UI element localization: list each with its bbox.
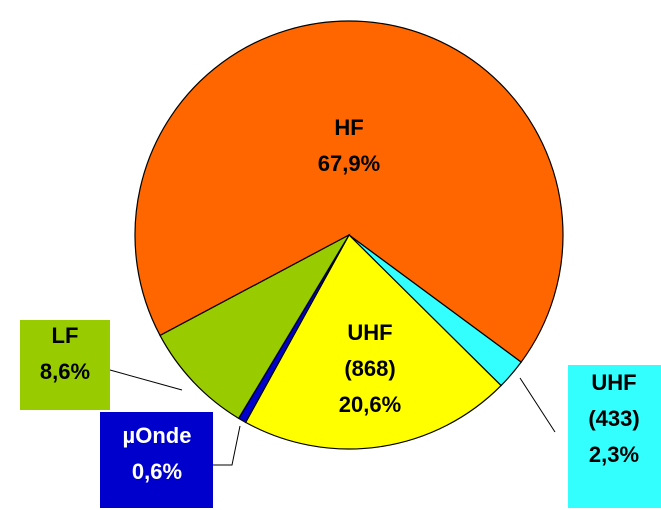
slice-label: UHF (433) [588, 370, 639, 431]
slice [134, 20, 564, 363]
label-line: (433) [588, 406, 639, 431]
slice-label: LF [52, 323, 79, 348]
label-line: HF [334, 115, 363, 140]
slice-label: µOnde [123, 423, 192, 448]
value-label: 67,9% [318, 151, 380, 176]
value-label: 8,6% [40, 359, 90, 384]
value-label: 0,6% [132, 459, 182, 484]
leader-line [213, 425, 241, 466]
label-line: LF [52, 323, 79, 348]
label-line: µOnde [123, 423, 192, 448]
slice-label: HF [334, 115, 363, 140]
label-box [568, 365, 661, 508]
leader-line [109, 369, 183, 391]
label-box [20, 320, 110, 410]
label-line: UHF [591, 370, 636, 395]
slice [159, 233, 351, 420]
label-box [100, 412, 213, 508]
leader-line [519, 377, 556, 433]
slice [244, 234, 502, 450]
value-label: 2,3% [589, 442, 639, 467]
label-line: (868) [344, 356, 395, 381]
value-label: 20,6% [339, 392, 401, 417]
slice-label: UHF (868) [344, 320, 395, 381]
label-line: UHF [347, 320, 392, 345]
